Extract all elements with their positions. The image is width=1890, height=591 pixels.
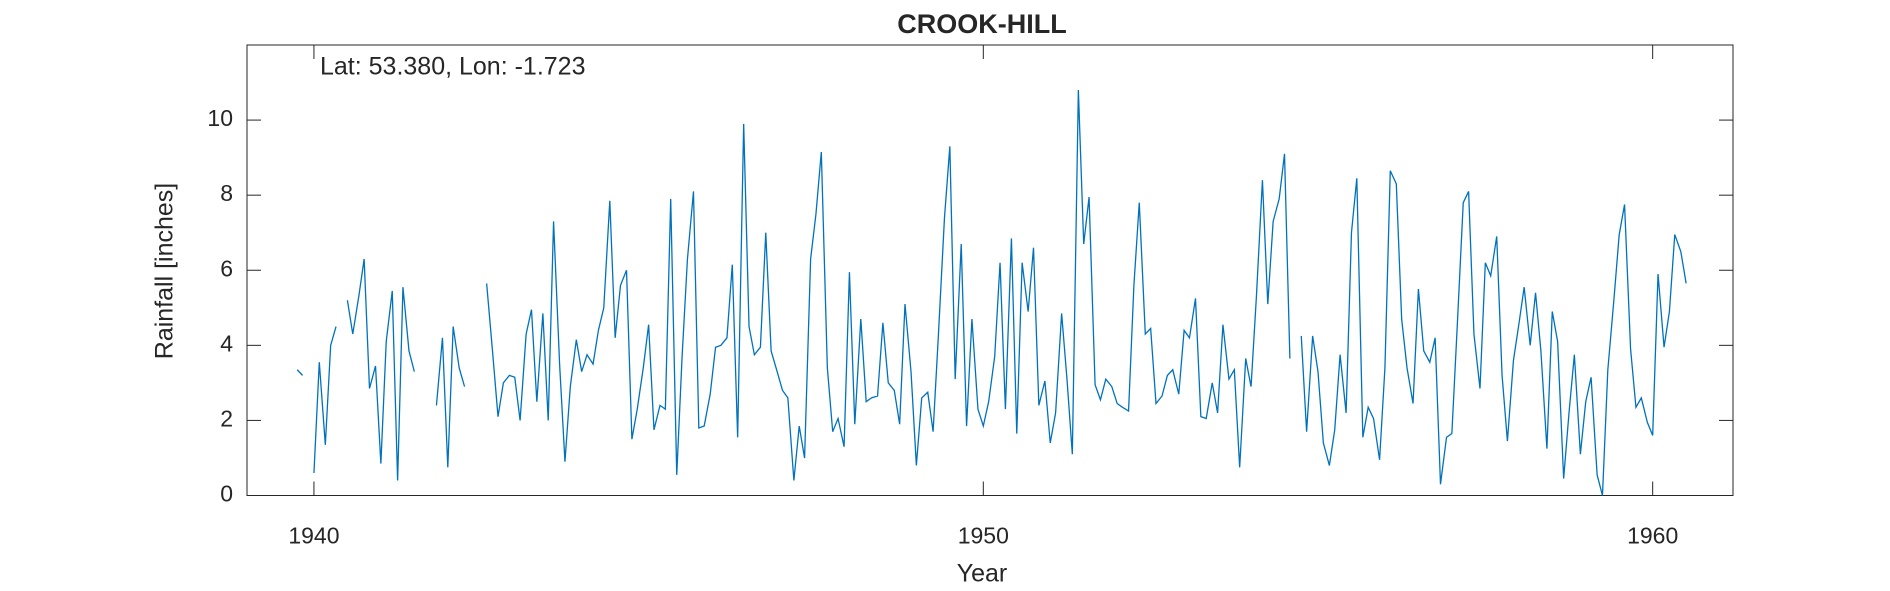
x-tick-label: 1960 xyxy=(1627,523,1678,549)
y-tick-label: 8 xyxy=(220,180,233,206)
y-tick-label: 4 xyxy=(220,330,233,356)
data-line xyxy=(296,90,1687,496)
y-axis-label: Rainfall [inches] xyxy=(151,183,179,359)
y-tick-label: 2 xyxy=(220,405,233,431)
x-axis-label: Year xyxy=(957,560,1008,588)
y-tick-label: 6 xyxy=(220,255,233,281)
plot-box xyxy=(246,44,1734,496)
x-tick-label: 1950 xyxy=(958,523,1009,549)
x-tick-label: 1940 xyxy=(288,523,339,549)
y-tick-label: 0 xyxy=(220,481,233,507)
annotation: Lat: 53.380, Lon: -1.723 xyxy=(320,53,586,81)
y-tick-label: 10 xyxy=(207,105,233,131)
chart-title: CROOK-HILL xyxy=(897,9,1066,39)
